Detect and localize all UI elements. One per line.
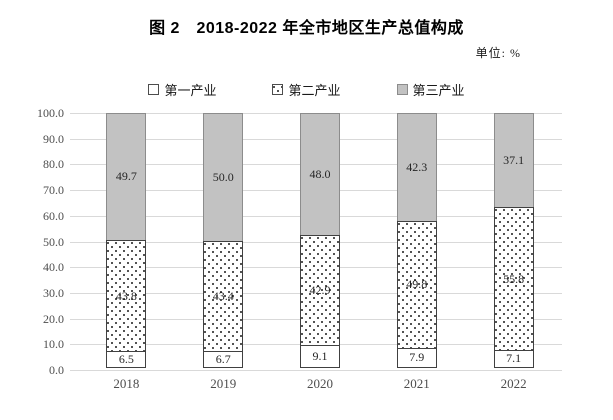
gridline bbox=[70, 370, 562, 371]
y-tick-label: 0.0 bbox=[49, 363, 64, 377]
y-tick-label: 50.0 bbox=[43, 234, 64, 249]
bar-value-label: 42.9 bbox=[309, 282, 331, 297]
y-tick-label: 40.0 bbox=[43, 260, 64, 275]
stacked-bar-2019: 50.0 43.4 6.7 bbox=[203, 113, 244, 370]
y-tick-label: 90.0 bbox=[43, 131, 64, 146]
x-tick-label: 2019 bbox=[210, 376, 237, 391]
y-tick-label: 20.0 bbox=[43, 311, 64, 326]
x-tick-label: 2018 bbox=[113, 376, 140, 391]
bar-segment: 37.1 bbox=[493, 113, 534, 209]
bar-value-label: 50.0 bbox=[212, 169, 234, 184]
bars-container: 49.7 43.8 6.5 50.0 43.4 6.7 48.0 42.9 9.1 42.3 49.… bbox=[78, 113, 562, 370]
legend-item-primary: 第一产业 bbox=[148, 80, 216, 99]
stacked-bar-2022: 37.1 55.8 7.1 bbox=[493, 113, 534, 370]
unit-label: 单位: % bbox=[475, 46, 521, 60]
bar-value-label: 6.5 bbox=[118, 352, 134, 367]
bar-value-label: 37.1 bbox=[503, 153, 525, 168]
bar-value-label: 55.8 bbox=[503, 271, 525, 286]
x-tick-label: 2020 bbox=[306, 376, 333, 391]
gray-square-icon bbox=[396, 84, 408, 95]
bar-segment: 55.8 bbox=[493, 207, 534, 351]
bar-value-label: 9.1 bbox=[312, 348, 328, 363]
bar-segment: 43.8 bbox=[106, 239, 147, 353]
y-tick-label: 60.0 bbox=[43, 208, 64, 223]
bar-segment: 6.5 bbox=[106, 351, 147, 368]
stacked-bar-2018: 49.7 43.8 6.5 bbox=[106, 113, 147, 370]
bar-value-label: 48.0 bbox=[309, 167, 331, 182]
x-tick-label: 2021 bbox=[403, 376, 430, 391]
legend-item-secondary: 第二产业 bbox=[272, 80, 341, 99]
legend-label-tertiary: 第三产业 bbox=[412, 83, 465, 98]
bar-value-label: 42.3 bbox=[406, 159, 428, 174]
bar-segment: 48.0 bbox=[299, 113, 340, 237]
legend: 第一产业 第二产业 第三产业 bbox=[0, 80, 613, 99]
chart-title: 图 2 2018-2022 年全市地区生产总值构成 bbox=[149, 20, 464, 37]
legend-label-secondary: 第二产业 bbox=[288, 83, 341, 98]
y-tick-label: 70.0 bbox=[43, 183, 64, 198]
stacked-bar-2021: 42.3 49.8 7.9 bbox=[396, 113, 437, 370]
white-square-icon bbox=[148, 84, 160, 95]
y-tick-label: 30.0 bbox=[43, 285, 64, 300]
y-axis-labels: 100.0 90.0 80.0 70.0 60.0 50.0 40.0 30.0 20.0 10.… bbox=[0, 106, 64, 377]
y-tick-label: 80.0 bbox=[43, 157, 64, 172]
plot-area: 49.7 43.8 6.5 50.0 43.4 6.7 48.0 42.9 9.1 42.3 49.… bbox=[70, 113, 562, 371]
bar-segment: 7.1 bbox=[493, 349, 534, 368]
legend-label-primary: 第一产业 bbox=[164, 83, 217, 98]
bar-segment: 42.9 bbox=[299, 235, 340, 346]
bar-segment: 7.9 bbox=[396, 347, 437, 368]
bar-value-label: 43.8 bbox=[115, 288, 137, 303]
dotted-square-icon bbox=[272, 84, 284, 95]
legend-item-tertiary: 第三产业 bbox=[396, 80, 465, 99]
x-tick-label: 2022 bbox=[500, 376, 527, 391]
bar-segment: 49.7 bbox=[106, 113, 147, 241]
x-axis-labels: 2018 2019 2020 2021 2022 bbox=[78, 376, 562, 392]
bar-value-label: 49.7 bbox=[115, 169, 137, 184]
bar-value-label: 7.9 bbox=[409, 350, 425, 365]
bar-value-label: 7.1 bbox=[506, 351, 522, 366]
bar-value-label: 43.4 bbox=[212, 288, 234, 303]
bar-segment: 49.8 bbox=[396, 220, 437, 349]
y-tick-label: 100.0 bbox=[37, 106, 64, 120]
bar-segment: 43.4 bbox=[203, 240, 244, 353]
bar-segment: 9.1 bbox=[299, 344, 340, 368]
bar-segment: 50.0 bbox=[203, 113, 244, 242]
bar-segment: 6.7 bbox=[203, 351, 244, 369]
bar-value-label: 6.7 bbox=[215, 352, 231, 367]
stacked-bar-2020: 48.0 42.9 9.1 bbox=[299, 113, 340, 370]
y-tick-label: 10.0 bbox=[43, 337, 64, 352]
bar-segment: 42.3 bbox=[396, 113, 437, 222]
bar-value-label: 49.8 bbox=[406, 277, 428, 292]
